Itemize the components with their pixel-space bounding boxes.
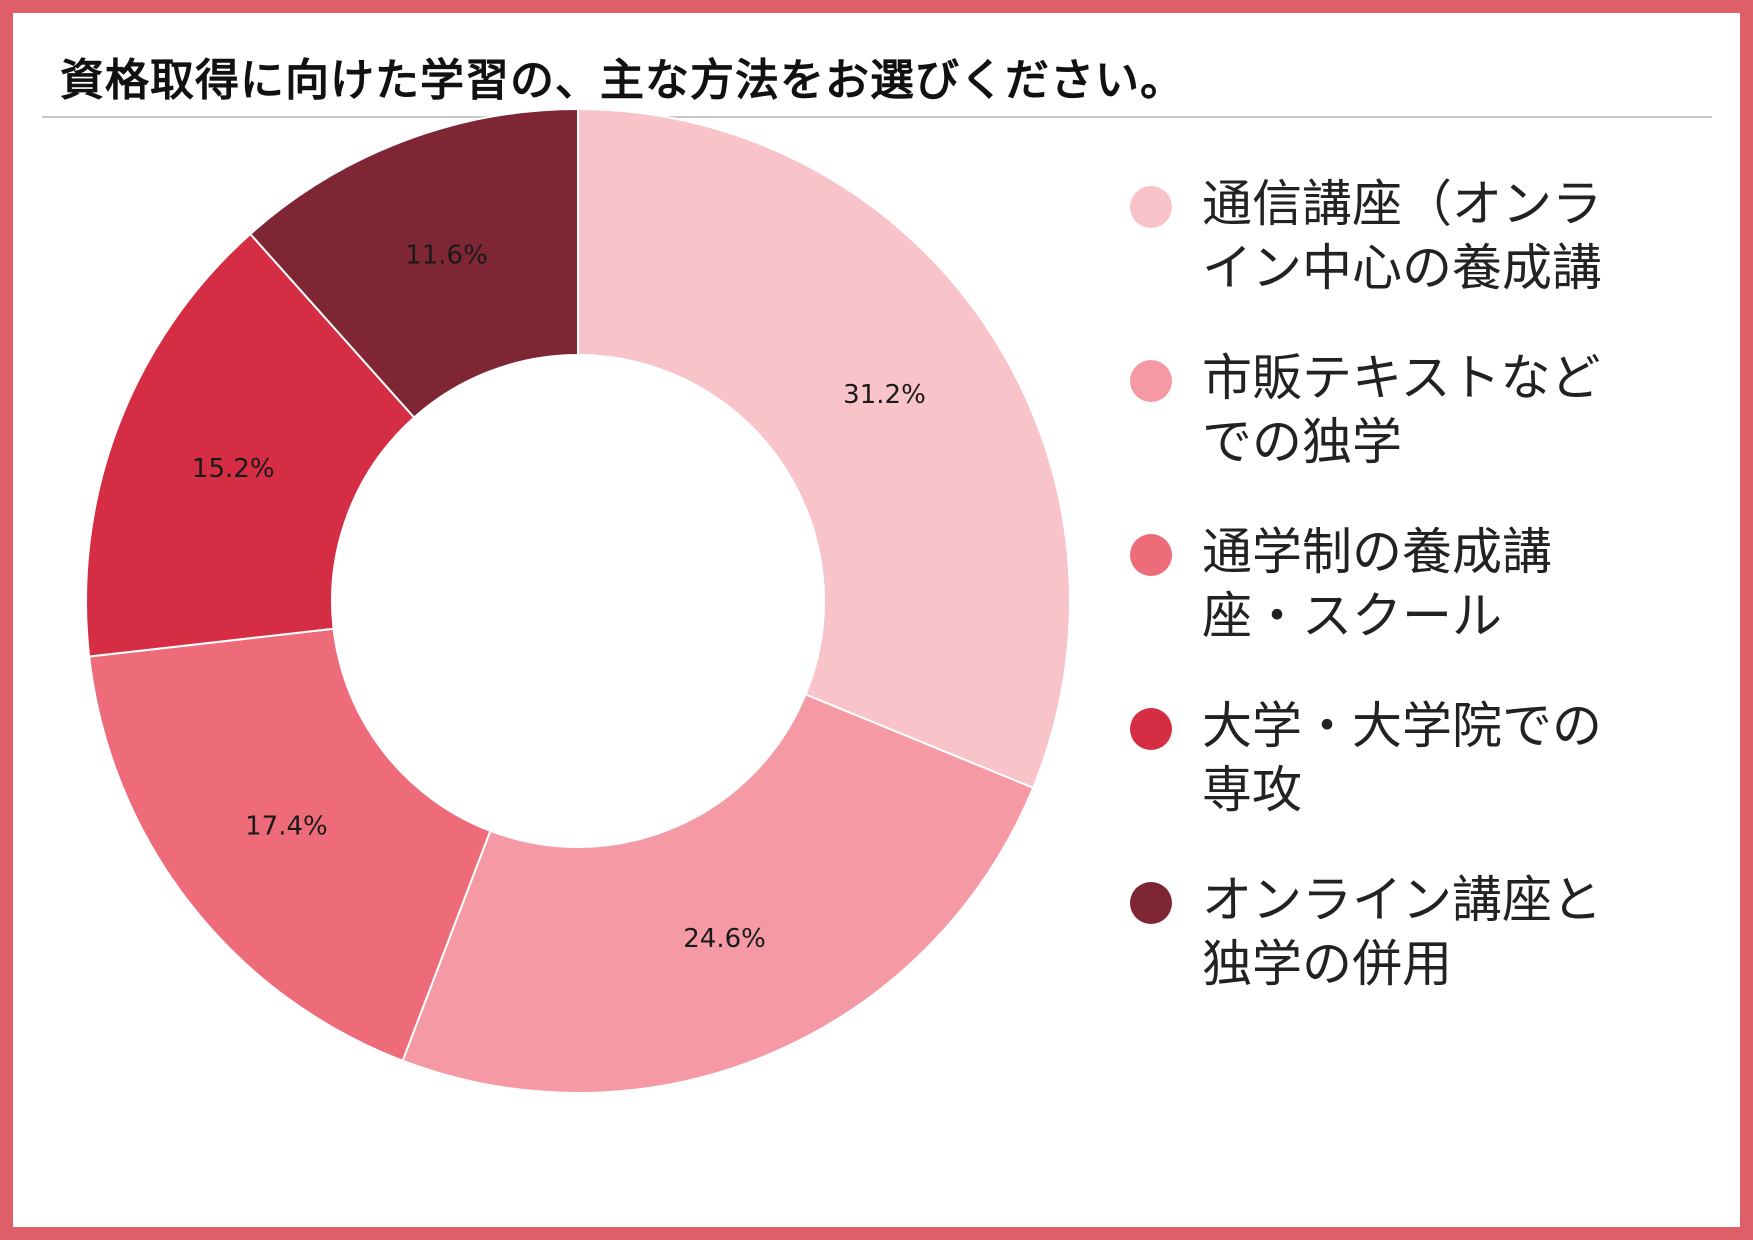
chart-legend: 通信講座（オンライン中心の養成講 市販テキストなどでの独学 通学制の養成講座・スクー… [1130,172,1690,1042]
slice-data-label-3: 17.4% [245,812,328,842]
slice-data-label-4: 15.2% [192,454,275,484]
legend-swatch-icon [1130,186,1172,228]
legend-label: オンライン講座と独学の併用 [1202,871,1602,993]
legend-label: 大学・大学院での専攻 [1202,697,1602,819]
slice-data-label-1: 31.2% [843,380,926,410]
legend-swatch-icon [1130,534,1172,576]
chart-title: 資格取得に向けた学習の、主な方法をお選びください。 [60,55,1185,106]
donut-slice-1 [577,107,1071,790]
legend-swatch-icon [1130,708,1172,750]
donut-slice-5 [248,107,579,419]
legend-swatch-icon [1130,360,1172,402]
title-divider [42,116,1712,118]
legend-item-3: 通学制の養成講座・スクール [1130,520,1690,694]
donut-slice-2 [401,693,1035,1094]
legend-item-1: 通信講座（オンライン中心の養成講 [1130,172,1690,346]
legend-label: 通信講座（オンライン中心の養成講 [1202,175,1602,297]
legend-item-2: 市販テキストなどでの独学 [1130,346,1690,520]
legend-label: 市販テキストなどでの独学 [1202,349,1601,471]
legend-swatch-icon [1130,882,1172,924]
donut-slice-4 [85,232,416,658]
slice-data-label-5: 11.6% [405,241,488,271]
legend-item-5: オンライン講座と独学の併用 [1130,868,1690,1042]
legend-label: 通学制の養成講座・スクール [1202,523,1552,645]
legend-item-4: 大学・大学院での専攻 [1130,694,1690,868]
slice-data-label-2: 24.6% [683,924,766,954]
donut-slice-3 [88,627,492,1062]
